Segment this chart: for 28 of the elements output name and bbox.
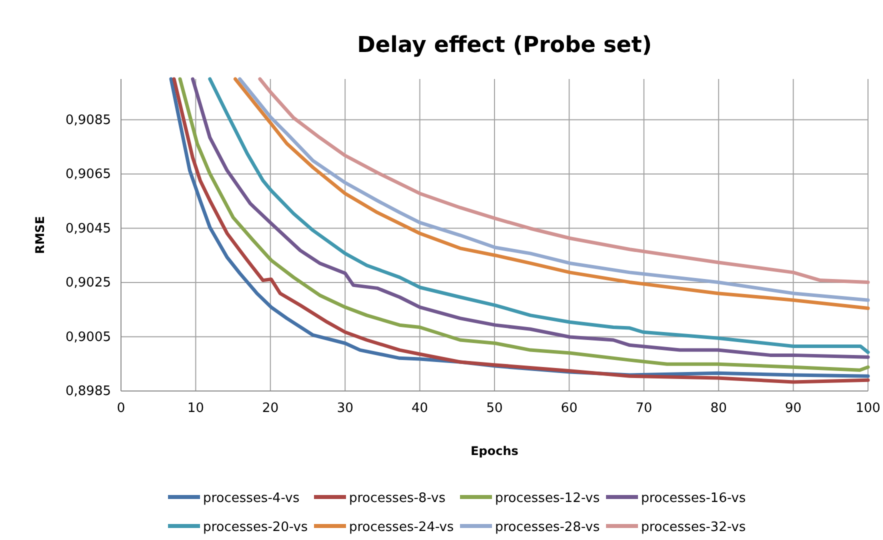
x-tick-label: 70 [636, 401, 652, 416]
x-tick-label: 50 [486, 401, 503, 416]
y-tick-label: 0,9085 [66, 112, 111, 128]
legend-label: processes-32-vs [641, 520, 746, 535]
legend-label: processes-12-vs [495, 491, 600, 506]
x-tick-label: 20 [262, 401, 279, 416]
x-axis-title: Epochs [470, 444, 518, 458]
chart-title: Delay effect (Probe set) [357, 33, 652, 58]
legend-label: processes-16-vs [641, 491, 746, 506]
y-tick-label: 0,9025 [66, 276, 111, 291]
legend-label: processes-8-vs [349, 491, 446, 506]
y-tick-label: 0,8985 [66, 384, 111, 400]
y-tick-label: 0,9045 [66, 221, 111, 236]
x-tick-label: 30 [336, 401, 354, 416]
x-tick-label: 60 [560, 401, 578, 416]
x-tick-label: 80 [710, 401, 727, 416]
legend-label: processes-20-vs [203, 520, 308, 535]
x-tick-label: 100 [856, 401, 880, 416]
x-tick-label: 90 [785, 401, 802, 416]
x-tick-label: 0 [116, 401, 126, 416]
y-tick-label: 0,9065 [66, 167, 111, 182]
legend-label: processes-28-vs [495, 520, 600, 535]
legend-label: processes-4-vs [203, 491, 300, 506]
legend-label: processes-24-vs [349, 520, 454, 535]
y-axis-title: RMSE [33, 216, 47, 254]
x-tick-label: 40 [412, 401, 428, 416]
x-tick-label: 10 [187, 401, 204, 416]
y-tick-label: 0,9005 [66, 330, 111, 345]
